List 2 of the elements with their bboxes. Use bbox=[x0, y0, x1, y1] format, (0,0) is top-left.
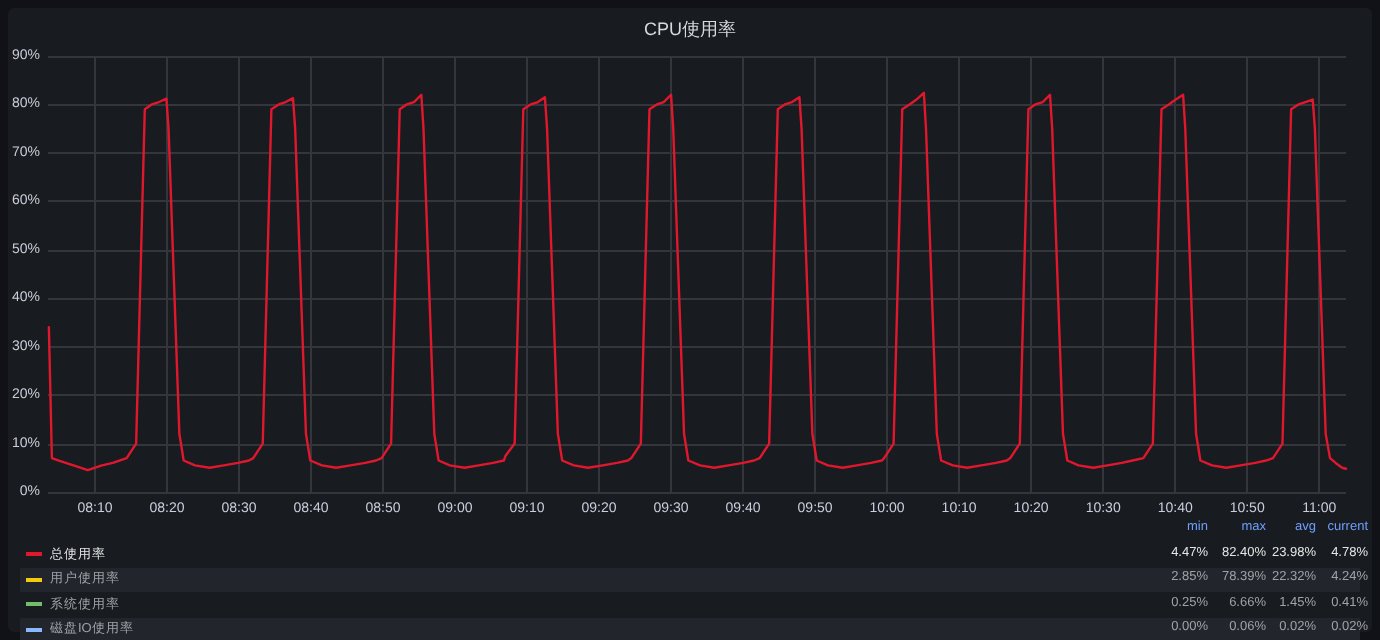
chart-title: CPU使用率 bbox=[643, 19, 737, 39]
line-series bbox=[47, 91, 1348, 472]
